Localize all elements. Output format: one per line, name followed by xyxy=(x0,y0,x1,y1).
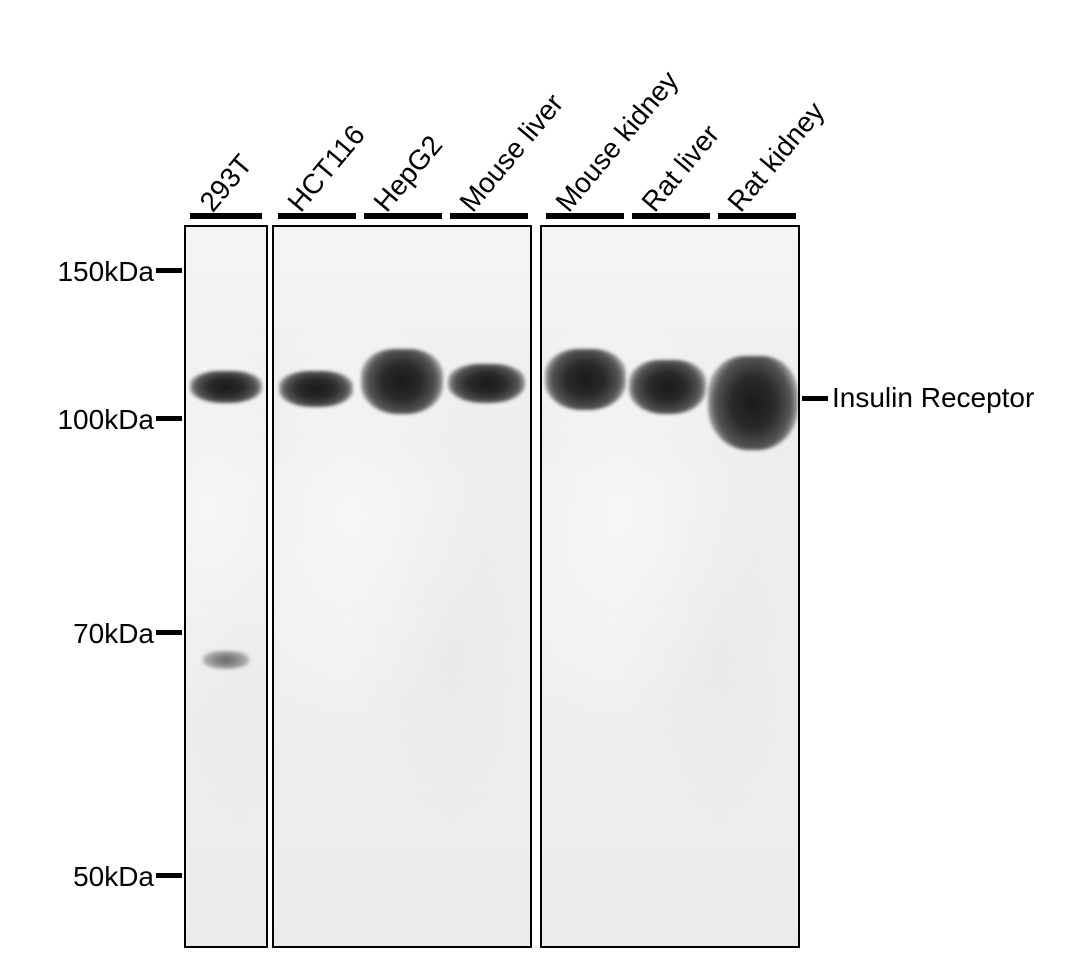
lane-bar-HepG2 xyxy=(364,213,442,219)
marker-tick-100 xyxy=(156,416,182,421)
marker-label-150: 150kDa xyxy=(46,256,154,288)
band-mouse-liver xyxy=(448,364,525,404)
band-rat-liver xyxy=(629,360,706,414)
blot-panel-3 xyxy=(540,225,800,948)
lane-bar-rat-kidney xyxy=(718,213,796,219)
lane-bar-rat-liver xyxy=(632,213,710,219)
lane-label-rat-liver: Rat liver xyxy=(635,119,726,218)
marker-label-70: 70kDa xyxy=(46,618,154,650)
marker-tick-150 xyxy=(156,268,182,273)
lane-label-HepG2: HepG2 xyxy=(367,129,449,218)
marker-tick-70 xyxy=(156,630,182,635)
band-HCT116 xyxy=(279,371,353,407)
blot-panel-1 xyxy=(184,225,268,948)
band-293T-main xyxy=(190,371,262,403)
target-band-tick xyxy=(802,396,828,401)
lane-label-HCT116: HCT116 xyxy=(281,119,371,218)
lane-label-293T: 293T xyxy=(193,149,259,218)
marker-tick-50 xyxy=(156,873,182,878)
lane-bar-HCT116 xyxy=(278,213,356,219)
lane-bar-mouse-kidney xyxy=(546,213,624,219)
western-blot-figure: 150kDa 100kDa 70kDa 50kDa 293T HCT116 He… xyxy=(0,0,1080,974)
marker-label-50: 50kDa xyxy=(46,861,154,893)
marker-label-100: 100kDa xyxy=(46,404,154,436)
lane-bar-mouse-liver xyxy=(450,213,528,219)
band-293T-lower xyxy=(202,651,250,669)
lane-bar-293T xyxy=(190,213,262,219)
blot-panel-2 xyxy=(272,225,532,948)
band-HepG2 xyxy=(361,349,443,414)
target-band-label: Insulin Receptor xyxy=(832,382,1034,414)
lane-label-rat-kidney: Rat kidney xyxy=(721,96,831,218)
band-rat-kidney xyxy=(708,356,798,449)
band-mouse-kidney xyxy=(545,349,627,410)
